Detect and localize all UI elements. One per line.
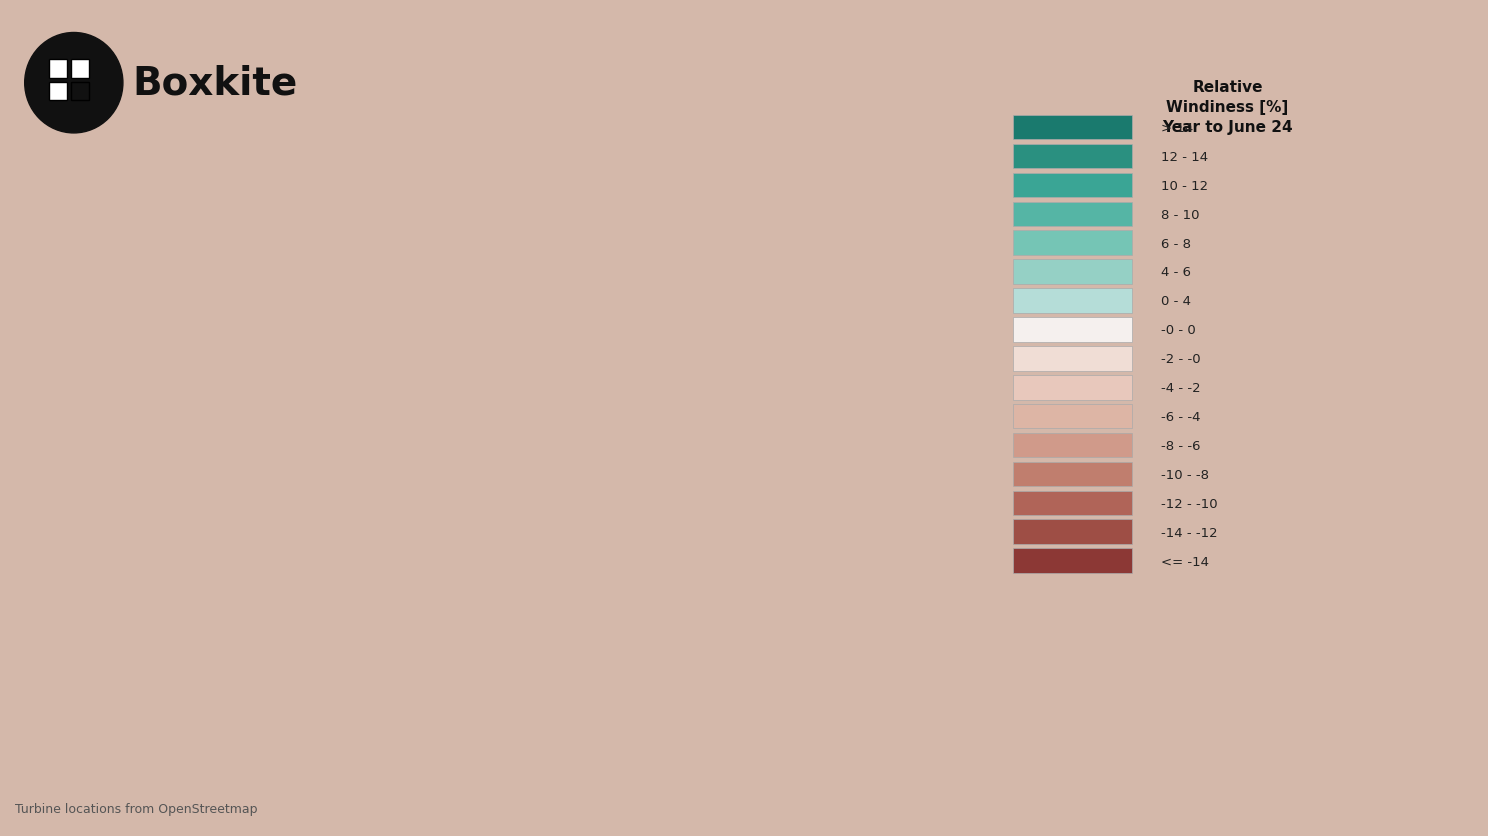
FancyBboxPatch shape	[49, 60, 67, 79]
FancyBboxPatch shape	[1013, 375, 1132, 400]
FancyBboxPatch shape	[1013, 115, 1132, 140]
FancyBboxPatch shape	[1013, 289, 1132, 314]
FancyBboxPatch shape	[1013, 405, 1132, 429]
FancyBboxPatch shape	[1013, 491, 1132, 516]
Text: Turbine locations from OpenStreetmap: Turbine locations from OpenStreetmap	[15, 802, 257, 815]
Text: -4 - -2: -4 - -2	[1161, 382, 1201, 395]
FancyBboxPatch shape	[1013, 520, 1132, 544]
FancyBboxPatch shape	[1013, 433, 1132, 458]
FancyBboxPatch shape	[1013, 462, 1132, 487]
FancyBboxPatch shape	[1013, 347, 1132, 371]
Text: -12 - -10: -12 - -10	[1161, 497, 1217, 510]
FancyBboxPatch shape	[1013, 548, 1132, 573]
Text: Relative
Windiness [%]
Year to June 24: Relative Windiness [%] Year to June 24	[1162, 80, 1293, 135]
Text: 0 - 4: 0 - 4	[1161, 295, 1190, 308]
Text: -6 - -4: -6 - -4	[1161, 410, 1201, 424]
FancyBboxPatch shape	[49, 83, 67, 101]
FancyBboxPatch shape	[1013, 202, 1132, 227]
FancyBboxPatch shape	[71, 60, 89, 79]
FancyBboxPatch shape	[71, 83, 89, 101]
Text: 8 - 10: 8 - 10	[1161, 208, 1199, 222]
Text: 6 - 8: 6 - 8	[1161, 237, 1190, 250]
FancyBboxPatch shape	[1013, 260, 1132, 284]
Text: <= -14: <= -14	[1161, 555, 1208, 568]
Text: 10 - 12: 10 - 12	[1161, 180, 1208, 192]
Text: > 14: > 14	[1161, 122, 1193, 135]
Text: -2 - -0: -2 - -0	[1161, 353, 1201, 366]
Text: -14 - -12: -14 - -12	[1161, 526, 1217, 539]
Circle shape	[25, 33, 124, 134]
Text: Boxkite: Boxkite	[132, 64, 298, 103]
Text: -10 - -8: -10 - -8	[1161, 468, 1208, 482]
Text: -0 - 0: -0 - 0	[1161, 324, 1196, 337]
FancyBboxPatch shape	[1013, 232, 1132, 256]
Text: 4 - 6: 4 - 6	[1161, 266, 1190, 279]
FancyBboxPatch shape	[1013, 173, 1132, 198]
FancyBboxPatch shape	[1013, 318, 1132, 342]
FancyBboxPatch shape	[1013, 145, 1132, 169]
Text: -8 - -6: -8 - -6	[1161, 440, 1201, 452]
Text: 12 - 14: 12 - 14	[1161, 150, 1208, 164]
